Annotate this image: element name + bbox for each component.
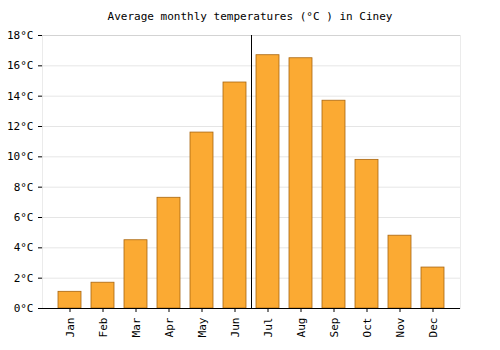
svg-text:18°C: 18°C [7, 29, 34, 42]
svg-text:16°C: 16°C [7, 59, 34, 72]
svg-text:Jan: Jan [64, 318, 77, 338]
svg-text:Apr: Apr [163, 317, 176, 337]
svg-text:6°C: 6°C [14, 211, 34, 224]
svg-text:May: May [196, 317, 209, 337]
svg-text:12°C: 12°C [7, 120, 34, 133]
svg-text:2°C: 2°C [14, 272, 34, 285]
svg-text:8°C: 8°C [14, 181, 34, 194]
svg-text:4°C: 4°C [14, 241, 34, 254]
svg-text:Mar: Mar [130, 317, 143, 337]
svg-text:Oct: Oct [361, 318, 374, 338]
svg-text:Sep: Sep [328, 318, 341, 338]
svg-text:Jun: Jun [229, 318, 242, 338]
svg-text:Nov: Nov [394, 317, 407, 337]
svg-text:14°C: 14°C [7, 90, 34, 103]
svg-text:Aug: Aug [295, 318, 308, 338]
svg-text:0°C: 0°C [14, 302, 34, 315]
svg-text:Feb: Feb [97, 318, 110, 338]
svg-text:Dec: Dec [427, 318, 440, 338]
html-text:Average monthly temperatures (: Average monthly temperatures (°C ) in Ci… [107, 10, 393, 23]
svg-text:10°C: 10°C [7, 150, 34, 163]
svg-text:Jul: Jul [262, 318, 275, 338]
